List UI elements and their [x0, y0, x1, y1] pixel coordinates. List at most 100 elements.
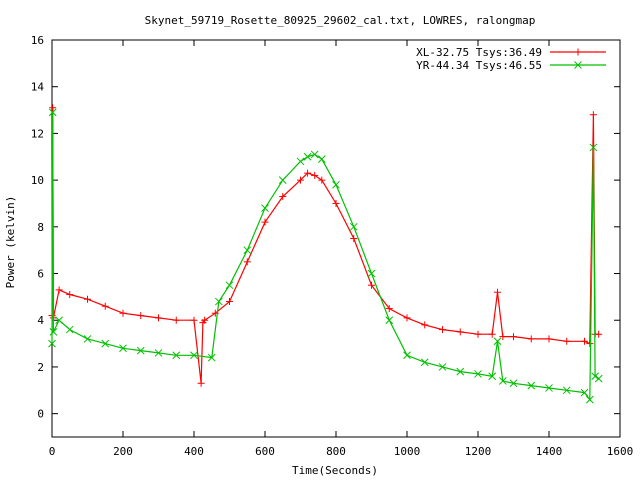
data-point — [48, 108, 57, 117]
data-point — [66, 291, 74, 299]
x-axis-label: Time(Seconds) — [292, 464, 378, 477]
data-point — [154, 349, 163, 357]
series-2 — [48, 108, 603, 404]
axis-ticks: 0 200 400 600 800 1000 1200 1400 1600 0 2 4 6 8 10 12 14… — [31, 34, 634, 458]
data-point — [304, 169, 312, 177]
chart-title: Skynet_59719_Rosette_80925_29602_cal.txt… — [145, 14, 536, 27]
data-point — [494, 288, 502, 296]
data-point — [527, 381, 536, 390]
x-tick-label: 200 — [113, 445, 133, 458]
x-tick-label: 1600 — [607, 445, 634, 458]
data-point — [474, 370, 482, 378]
data-point — [591, 372, 600, 381]
x-tick-label: 800 — [326, 445, 346, 458]
data-point — [190, 351, 198, 360]
data-point — [456, 328, 464, 336]
legend-marker — [574, 61, 582, 69]
data-point — [190, 316, 198, 324]
data-point — [55, 316, 63, 325]
y-tick-label: 2 — [37, 361, 44, 374]
x-tick-label: 1200 — [465, 445, 492, 458]
data-point — [488, 372, 497, 381]
y-tick-label: 12 — [31, 127, 44, 140]
data-point — [474, 330, 482, 338]
x-tick-label: 0 — [49, 445, 56, 458]
data-point — [332, 180, 340, 189]
data-point — [48, 339, 56, 348]
y-tick-label: 6 — [37, 268, 44, 281]
data-point — [421, 321, 429, 329]
data-point — [589, 111, 597, 119]
data-point — [350, 235, 358, 242]
data-point — [49, 328, 58, 336]
data-point — [403, 351, 411, 360]
data-point — [83, 335, 92, 343]
data-point — [439, 326, 446, 334]
data-point — [318, 176, 326, 184]
data-point — [101, 339, 110, 348]
data-point — [243, 258, 251, 266]
y-tick-label: 16 — [31, 34, 44, 47]
data-point — [595, 330, 603, 338]
data-point — [585, 395, 594, 404]
data-point — [172, 316, 180, 324]
legend-label: XL-32.75 Tsys:36.49 — [416, 46, 542, 59]
data-point — [261, 218, 269, 226]
data-point — [456, 367, 465, 376]
series-layer — [48, 104, 603, 404]
data-point — [65, 325, 74, 334]
data-point — [303, 152, 312, 161]
data-point — [349, 222, 358, 231]
data-point — [332, 199, 340, 207]
y-tick-label: 14 — [31, 81, 45, 94]
data-point — [297, 176, 304, 184]
data-point — [403, 314, 411, 322]
data-point — [55, 286, 63, 294]
data-point — [385, 305, 393, 313]
data-point — [137, 312, 145, 320]
data-point — [197, 379, 205, 387]
y-tick-label: 8 — [37, 221, 44, 234]
data-point — [279, 192, 287, 200]
data-point — [385, 316, 394, 325]
x-tick-label: 600 — [255, 445, 275, 458]
data-point — [278, 176, 287, 184]
data-point — [243, 246, 252, 255]
data-point — [136, 346, 145, 355]
y-axis-label: Power (kelvin) — [4, 196, 17, 289]
y-tick-label: 0 — [37, 408, 44, 421]
data-point — [207, 353, 216, 362]
data-point — [214, 297, 223, 306]
data-point — [225, 281, 234, 290]
data-point — [84, 295, 91, 303]
data-point — [367, 269, 376, 278]
data-point — [119, 344, 127, 353]
data-point — [420, 358, 429, 367]
legend-label: YR-44.34 Tsys:46.55 — [416, 59, 542, 72]
series-1 — [48, 104, 603, 387]
data-point — [499, 333, 507, 341]
data-point — [226, 298, 233, 306]
data-point — [296, 157, 305, 166]
data-point — [509, 379, 518, 388]
data-point — [589, 143, 598, 152]
data-point — [580, 388, 589, 397]
data-point — [581, 337, 588, 345]
data-point — [545, 335, 553, 343]
data-point — [527, 335, 535, 343]
data-point — [49, 104, 57, 112]
x-tick-label: 1000 — [394, 445, 421, 458]
data-point — [317, 155, 326, 163]
legend-marker — [574, 48, 582, 56]
data-point — [562, 386, 571, 395]
x-tick-label: 1400 — [536, 445, 563, 458]
data-point — [545, 384, 553, 392]
data-point — [310, 150, 319, 159]
y-tick-label: 4 — [37, 314, 44, 327]
x-tick-label: 400 — [184, 445, 204, 458]
y-tick-label: 10 — [31, 174, 44, 187]
data-point — [510, 333, 517, 341]
